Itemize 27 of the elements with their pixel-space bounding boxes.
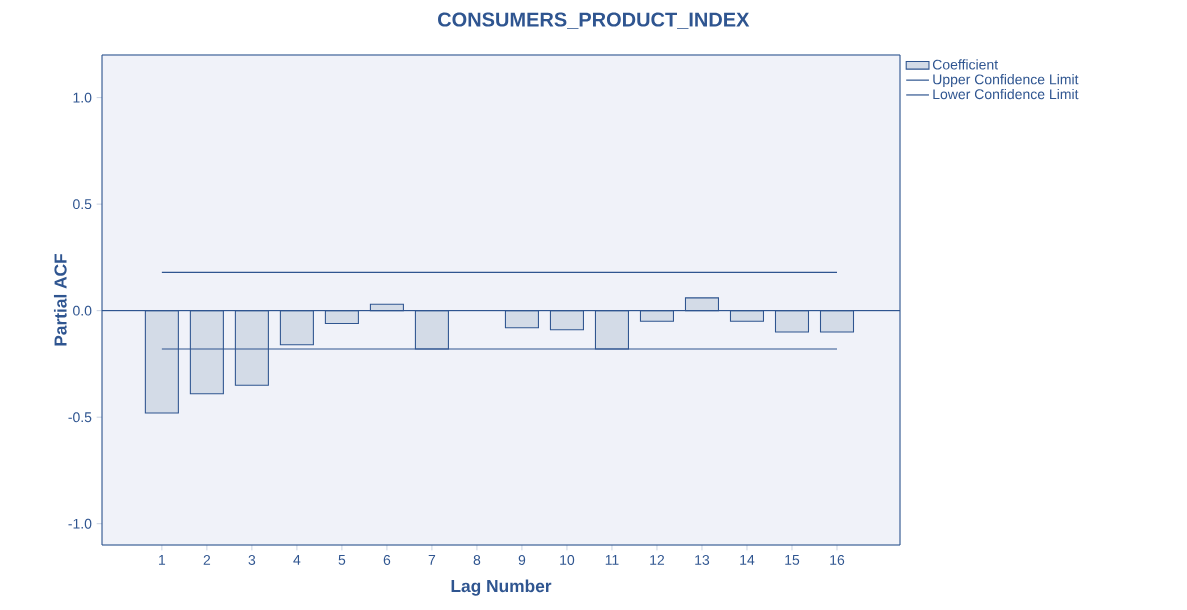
x-tick-label: 12	[650, 555, 665, 565]
y-tick-label: 0.0	[73, 305, 92, 316]
y-tick-label: -1.0	[68, 518, 92, 529]
x-tick-label: 5	[338, 555, 346, 565]
chart-title: CONSUMERS_PRODUCT_INDEX	[438, 12, 750, 29]
x-tick-label: 10	[560, 555, 575, 565]
x-tick-label: 2	[203, 555, 211, 565]
legend-label: Lower Confidence Limit	[933, 88, 1079, 100]
x-axis-title: Lag Number	[451, 579, 552, 596]
x-tick-label: 6	[383, 555, 391, 565]
x-tick-label: 8	[473, 555, 481, 565]
x-tick-label: 9	[518, 555, 526, 565]
x-tick-label: 15	[785, 555, 800, 565]
x-tick-label: 4	[293, 555, 301, 565]
y-tick-label: 0.5	[73, 199, 92, 210]
y-axis-title: Partial ACF	[53, 253, 67, 346]
y-tick-label: -0.5	[68, 412, 92, 423]
y-tick-label: 1.0	[73, 92, 92, 103]
x-tick-label: 7	[428, 555, 436, 565]
x-tick-label: 16	[830, 555, 845, 565]
x-tick-label: 1	[159, 555, 166, 565]
x-tick-label: 14	[740, 555, 755, 565]
legend-label: Upper Confidence Limit	[933, 74, 1079, 88]
x-tick-label: 3	[248, 555, 256, 565]
x-tick-label: 13	[695, 555, 710, 565]
x-tick-label: 11	[605, 555, 619, 565]
legend-label: Coefficient	[932, 59, 999, 70]
